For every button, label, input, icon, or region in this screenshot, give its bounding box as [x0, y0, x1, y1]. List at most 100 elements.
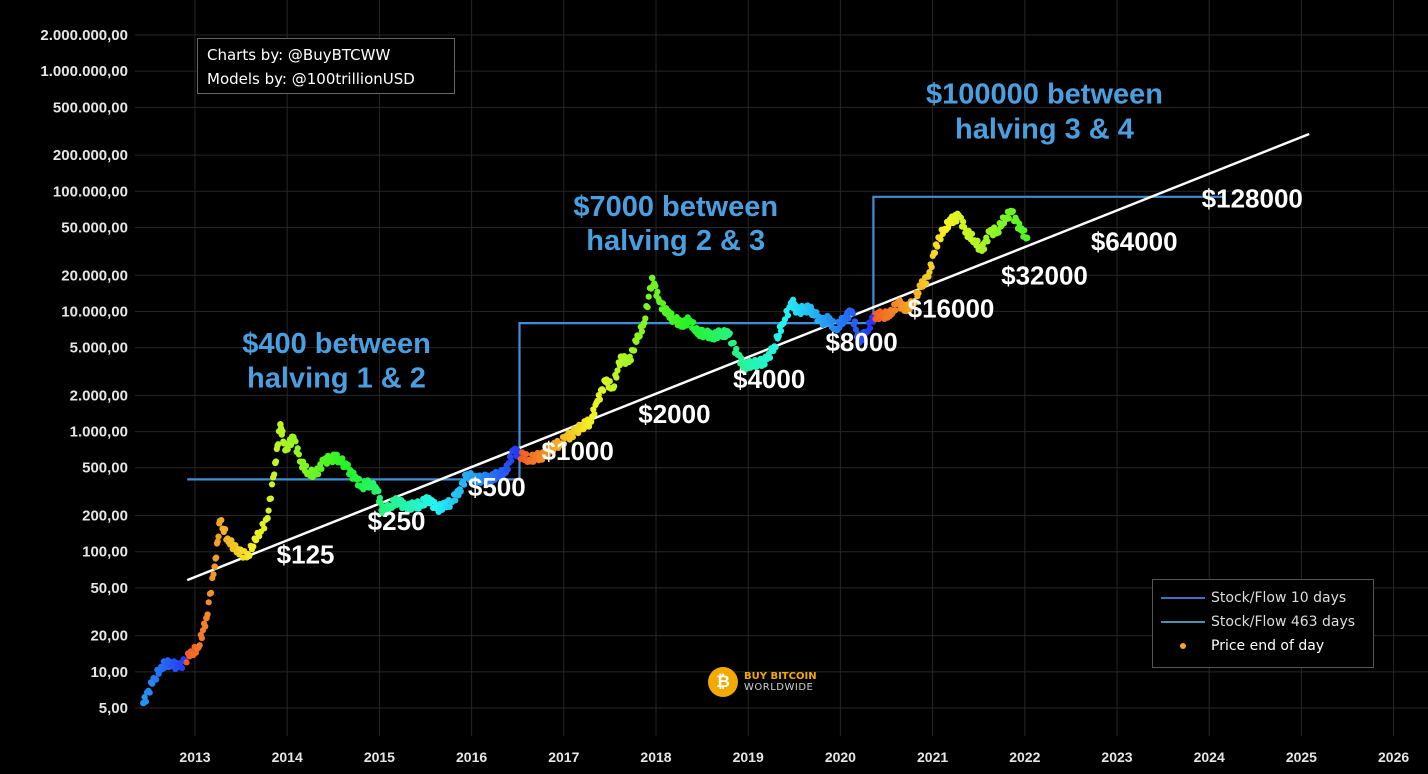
price-level-label: $8000	[825, 327, 897, 357]
price-point-fill	[268, 481, 276, 488]
price-point-fill	[508, 457, 515, 464]
price-points	[140, 207, 1031, 707]
price-point-fill	[761, 361, 768, 368]
price-point-fill	[523, 451, 530, 458]
price-point-fill	[585, 423, 593, 430]
price-point-fill	[196, 642, 203, 649]
y-tick-label: 20.000,00	[61, 267, 128, 284]
halving-annotation: halving 1 & 2	[247, 363, 426, 395]
price-point-fill	[272, 458, 280, 465]
price-point-fill	[146, 689, 153, 696]
price-point-fill	[213, 554, 220, 561]
price-point-fill	[892, 307, 899, 314]
legend-label-sf10: Stock/Flow 10 days	[1211, 590, 1347, 606]
price-point-fill	[928, 264, 935, 271]
price-level-label: $1000	[542, 436, 614, 466]
price-point-fill	[934, 243, 941, 250]
price-point-fill	[267, 495, 274, 502]
price-point-fill	[627, 357, 635, 364]
price-point-fill	[1005, 215, 1012, 222]
price-point-fill	[690, 319, 697, 326]
x-tick-label: 2023	[1101, 749, 1132, 765]
y-tick-label: 20,00	[90, 628, 128, 645]
price-level-label: $500	[468, 472, 526, 502]
price-point-fill	[344, 461, 351, 468]
price-point	[648, 274, 656, 282]
price-point-fill	[457, 488, 464, 495]
price-point-fill	[861, 334, 868, 341]
price-point-fill	[208, 589, 215, 597]
legend-item-price: Price end of day	[1161, 634, 1365, 658]
price-point-fill	[631, 347, 638, 354]
price-point-fill	[606, 378, 613, 385]
x-tick-label: 2020	[825, 749, 856, 765]
price-point-fill	[1023, 235, 1030, 242]
y-tick-label: 50.000,00	[61, 219, 128, 236]
price-point-fill	[376, 494, 383, 501]
y-tick-label: 200.000,00	[53, 147, 128, 164]
price-point-fill	[636, 333, 643, 340]
price-point-fill	[995, 229, 1002, 236]
price-level-label: $2000	[638, 399, 710, 429]
price-point-fill	[638, 328, 646, 335]
price-point-fill	[611, 383, 618, 390]
price-level-label: $16000	[908, 294, 995, 324]
price-point-fill	[210, 571, 217, 578]
stock-flow-463-line	[186, 132, 1310, 582]
price-point-fill	[214, 538, 221, 545]
price-point-fill	[961, 224, 968, 231]
x-tick-label: 2026	[1378, 749, 1409, 765]
y-tick-label: 10,00	[90, 664, 128, 681]
price-point-fill	[884, 314, 891, 321]
credit-models-by: Models by: @100trillionUSD	[207, 70, 415, 88]
price-point-fill	[900, 301, 907, 308]
x-tick-label: 2016	[456, 749, 487, 765]
price-point-fill	[452, 497, 459, 504]
y-tick-label: 100,00	[82, 544, 128, 561]
price-point-fill	[772, 344, 779, 351]
price-point-fill	[315, 471, 322, 478]
logo-line-2: WORLDWIDE	[744, 682, 814, 693]
halving-annotation: $7000 between	[573, 191, 778, 223]
x-tick-label: 2018	[640, 749, 671, 765]
price-point-fill	[202, 623, 209, 630]
y-tick-label: 50,00	[90, 580, 128, 597]
y-tick-label: 10.000,00	[61, 303, 128, 320]
price-point-fill	[915, 290, 922, 297]
price-point-fill	[981, 246, 988, 253]
y-tick-label: 5.000,00	[70, 340, 128, 357]
buy-bitcoin-worldwide-logo: ₿ BUY BITCOIN WORLDWIDE	[708, 667, 817, 697]
y-tick-label: 5,00	[99, 700, 128, 717]
price-point-fill	[375, 488, 382, 495]
price-point-fill	[275, 441, 282, 448]
price-point-fill	[215, 533, 222, 540]
price-point-fill	[746, 357, 753, 365]
price-level-label: $32000	[1001, 261, 1088, 291]
price-point-fill	[1009, 208, 1017, 215]
price-point-fill	[500, 471, 507, 478]
price-point-fill	[613, 374, 620, 381]
price-point-fill	[431, 498, 438, 506]
price-point-fill	[642, 315, 649, 322]
credit-box: Charts by: @BuyBTCWW Models by: @100tril…	[197, 38, 455, 94]
price-point-fill	[766, 354, 774, 361]
bitcoin-coin-icon: ₿	[708, 667, 738, 697]
price-point-fill	[639, 322, 647, 329]
price-point-fill	[504, 466, 511, 473]
y-axis-ticks: 5,00 10,00 20,00 50,00 100,00 200,00 500,00 1.0…	[40, 27, 128, 717]
price-point-fill	[829, 318, 837, 325]
y-tick-label: 100.000,00	[53, 183, 128, 200]
price-point-fill	[777, 327, 785, 335]
price-point-fill	[676, 317, 684, 324]
x-tick-label: 2017	[548, 749, 579, 765]
price-point-fill	[318, 465, 325, 472]
price-point	[211, 563, 218, 570]
price-level-label: $128000	[1202, 184, 1303, 214]
price-point-fill	[645, 293, 652, 300]
x-tick-label: 2019	[733, 749, 764, 765]
annotations: $125 $250 $500 $1000 $2000 $4000 $8000 $16000$3…	[242, 78, 1303, 569]
x-tick-label: 2025	[1286, 749, 1317, 765]
price-point-fill	[775, 332, 782, 339]
x-tick-label: 2014	[272, 749, 303, 765]
